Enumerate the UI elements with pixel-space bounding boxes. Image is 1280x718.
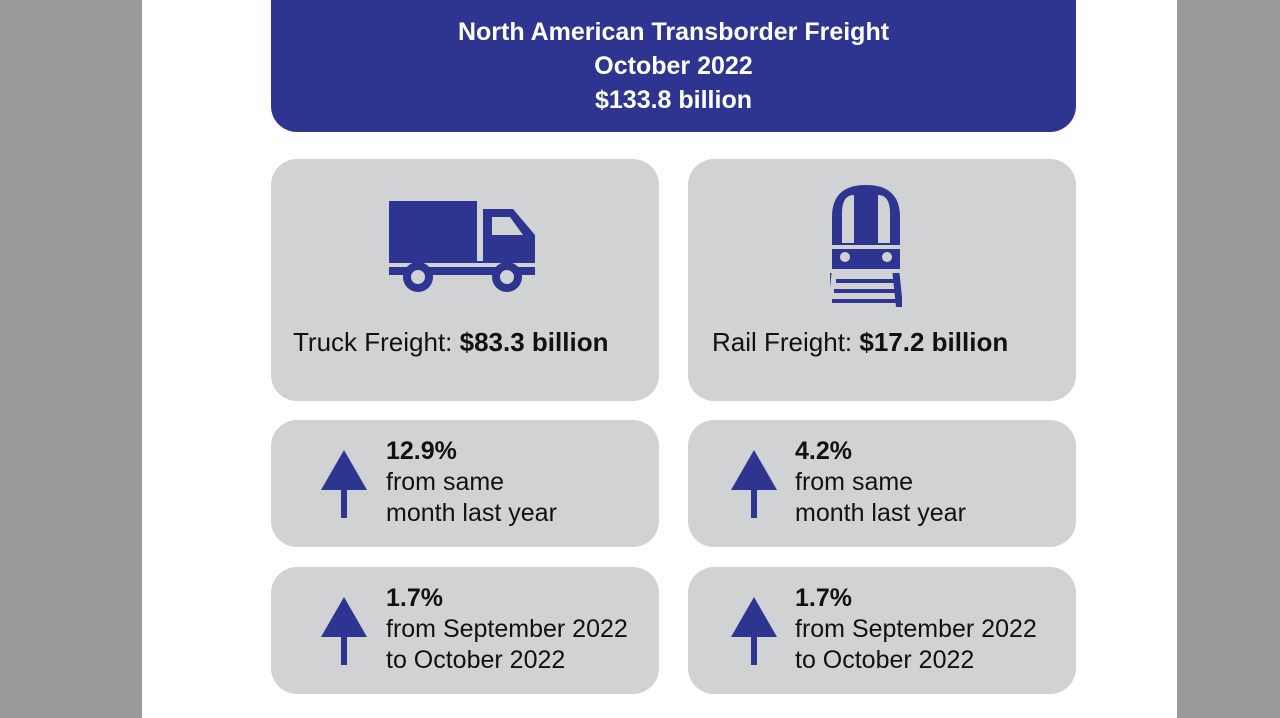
rail-mom-line1: from September 2022 [795, 615, 1037, 643]
truck-mom-line1: from September 2022 [386, 615, 628, 643]
truck-yoy-line2: month last year [386, 499, 557, 527]
truck-yoy-percent: 12.9% [386, 437, 457, 465]
arrow-up-icon [321, 450, 367, 518]
header-period: October 2022 [594, 52, 753, 80]
header-banner: North American Transborder Freight Octob… [271, 0, 1076, 132]
truck-yoy-line1: from same [386, 468, 505, 496]
rail-yoy-line1: from same [795, 468, 914, 496]
header-total: $133.8 billion [594, 86, 752, 114]
truck-freight-label-text: Truck Freight: [293, 327, 453, 357]
arrow-up-icon [321, 597, 367, 665]
truck-freight-value: $83.3 billion [459, 327, 609, 357]
arrow-up-icon [731, 450, 777, 518]
rail-yoy-line2: month last year [795, 499, 966, 527]
truck-mom-percent: 1.7% [386, 584, 443, 612]
truck-yoy-text: 12.9% from same month last year [386, 436, 557, 529]
truck-freight-label: Truck Freight: $83.3 billion [293, 327, 608, 358]
rail-mom-percent: 1.7% [795, 584, 852, 612]
arrow-up-icon [731, 597, 777, 665]
train-icon [830, 185, 902, 307]
rail-yoy-percent: 4.2% [795, 437, 852, 465]
rail-freight-label: Rail Freight: $17.2 billion [712, 327, 1008, 358]
truck-mom-text: 1.7% from September 2022 to October 2022 [386, 583, 628, 676]
truck-mom-card: 1.7% from September 2022 to October 2022 [271, 567, 659, 694]
truck-mom-line2: to October 2022 [386, 646, 566, 674]
rail-freight-value: $17.2 billion [859, 327, 1009, 357]
truck-yoy-card: 12.9% from same month last year [271, 420, 659, 547]
truck-freight-card: Truck Freight: $83.3 billion [271, 159, 659, 401]
rail-mom-card: 1.7% from September 2022 to October 2022 [688, 567, 1076, 694]
rail-freight-card: Rail Freight: $17.2 billion [688, 159, 1076, 401]
rail-yoy-card: 4.2% from same month last year [688, 420, 1076, 547]
truck-icon [389, 201, 535, 292]
header-title: North American Transborder Freight [457, 18, 890, 46]
rail-yoy-text: 4.2% from same month last year [795, 436, 966, 529]
rail-mom-line2: to October 2022 [795, 646, 975, 674]
rail-freight-label-text: Rail Freight: [712, 327, 853, 357]
rail-mom-text: 1.7% from September 2022 to October 2022 [795, 583, 1037, 676]
